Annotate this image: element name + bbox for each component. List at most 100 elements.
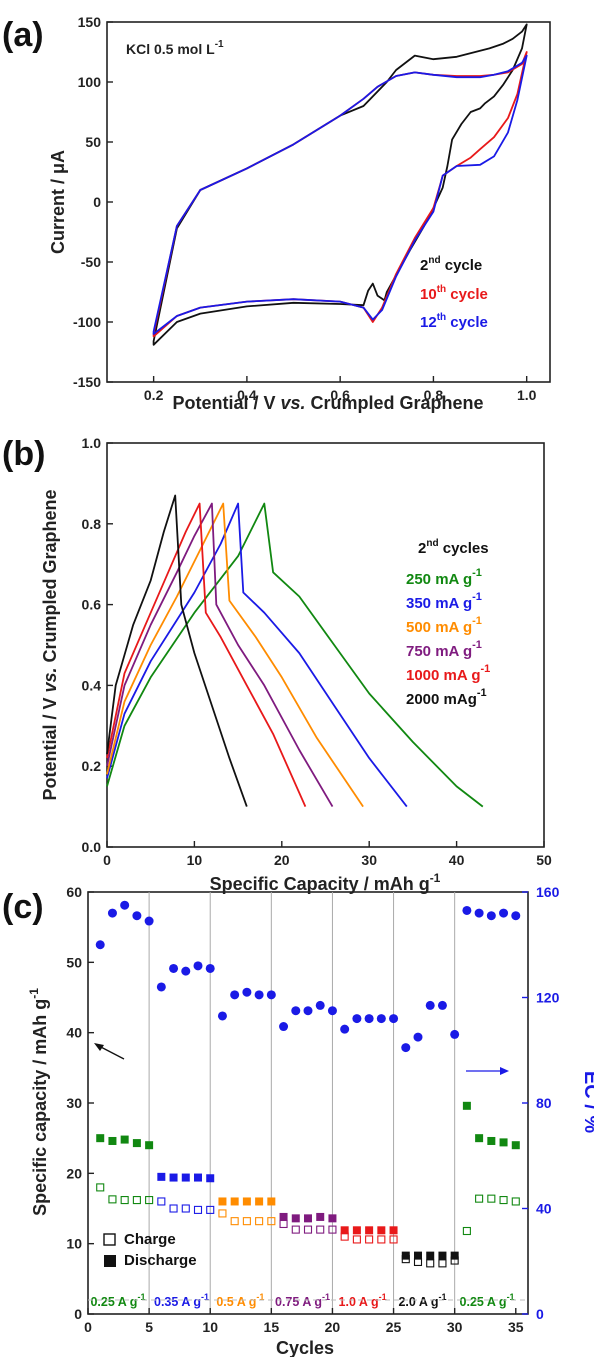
- discharge-point: [414, 1251, 422, 1260]
- ec-point: [217, 1011, 227, 1021]
- ec-point: [107, 908, 117, 918]
- x-tick-label: 0.4: [237, 387, 257, 403]
- charge-point: [108, 1195, 117, 1204]
- x-tick-label: 40: [449, 852, 465, 868]
- charge-point: [206, 1205, 215, 1214]
- ec-point: [474, 908, 484, 918]
- gcd-curve: [106, 502, 408, 808]
- y2-tick-label: 120: [536, 990, 560, 1006]
- discharge-point: [438, 1251, 447, 1260]
- charge-point: [267, 1217, 276, 1226]
- legend-entry: 12th cycle: [420, 312, 488, 331]
- ec-point: [364, 1014, 374, 1024]
- discharge-point: [218, 1197, 227, 1206]
- legend-title: 2nd cycles: [418, 538, 489, 557]
- charge-point: [145, 1196, 154, 1205]
- ec-point: [462, 905, 472, 915]
- y2-tick-label: 0: [536, 1306, 544, 1322]
- panel-b: (b) 0 10 20 30 40 50 0.0 0.2 0.4 0.6 0.8 1.0 2nd cy…: [2, 435, 552, 894]
- charge-point: [181, 1204, 190, 1213]
- discharge-point: [511, 1141, 520, 1150]
- charge-point: [157, 1197, 166, 1206]
- charge-point: [365, 1235, 374, 1244]
- x-axis-title-b: Specific Capacity / mAh g-1: [210, 871, 441, 894]
- discharge-point: [96, 1134, 105, 1143]
- x-tick-label: 20: [325, 1319, 341, 1335]
- charge-point: [499, 1196, 508, 1205]
- y-tick-label: 0.4: [82, 677, 102, 693]
- y-tick-label: 60: [66, 884, 82, 900]
- ec-point: [291, 1006, 301, 1016]
- legend-entry: 500 mA g-1: [406, 615, 482, 636]
- rate-label: 1.0 A g-1: [339, 1292, 387, 1309]
- charge-point: [426, 1259, 435, 1268]
- charge-point: [132, 1196, 141, 1205]
- plot-frame-b: [106, 442, 545, 848]
- y2-tick-label: 80: [536, 1095, 552, 1111]
- ec-point: [389, 1014, 399, 1024]
- y-tick-label: -50: [81, 254, 101, 270]
- ec-point: [425, 1000, 435, 1010]
- ec-point: [486, 911, 496, 921]
- rate-label: 0.75 A g-1: [275, 1292, 330, 1309]
- x-tick-label: 15: [264, 1319, 280, 1335]
- legend-entry: 750 mA g-1: [406, 639, 482, 660]
- discharge-point: [255, 1197, 264, 1206]
- discharge-point: [462, 1101, 471, 1110]
- discharge-point: [499, 1138, 508, 1147]
- x-tick-label: 30: [447, 1319, 463, 1335]
- gcd-curve: [106, 502, 307, 807]
- y-axis-title-a: Current / μA: [48, 150, 68, 254]
- rate-label: 0.5 A g-1: [216, 1292, 264, 1309]
- charge-point: [316, 1225, 325, 1234]
- ec-point: [327, 1006, 337, 1016]
- discharge-point: [304, 1214, 312, 1223]
- y-tick-label: 1.0: [82, 435, 102, 451]
- y-tick-label: 40: [66, 1025, 82, 1041]
- y-tick-label: 0.8: [82, 516, 102, 532]
- gcd-curve: [106, 502, 334, 808]
- discharge-point: [108, 1136, 117, 1145]
- charge-point: [462, 1226, 471, 1236]
- charge-point: [96, 1183, 105, 1192]
- y-tick-label: 50: [66, 954, 82, 970]
- y2-tick-label: 160: [536, 884, 560, 900]
- ec-point: [266, 990, 276, 1000]
- ec-point: [230, 990, 240, 1000]
- ec-point: [242, 987, 252, 997]
- x-tick-label: 1.0: [517, 387, 537, 403]
- charge-point: [255, 1217, 264, 1226]
- discharge-point: [169, 1173, 178, 1182]
- legend-entry: 2000 mAg-1: [406, 687, 487, 708]
- discharge-point: [475, 1134, 484, 1143]
- gcd-curve: [106, 502, 364, 808]
- ec-point: [303, 1006, 313, 1016]
- ec-point: [95, 940, 105, 950]
- charge-point: [401, 1255, 410, 1264]
- ec-point: [340, 1024, 350, 1034]
- legend-marker-discharge: [104, 1255, 116, 1267]
- ec-point: [279, 1022, 289, 1032]
- y-tick-label: 0: [93, 194, 101, 210]
- rate-label: 0.25 A g-1: [90, 1292, 145, 1309]
- charge-point: [352, 1235, 361, 1244]
- cv-curve-12: [152, 54, 528, 335]
- ec-point: [401, 1043, 411, 1053]
- x-tick-label: 25: [386, 1319, 402, 1335]
- annotation-kcl: KCl 0.5 mol L-1: [126, 39, 224, 57]
- y-tick-label: 150: [78, 14, 102, 30]
- ec-point: [376, 1014, 386, 1024]
- discharge-point: [340, 1226, 349, 1235]
- discharge-point: [450, 1251, 459, 1260]
- panel-label-b: (b): [2, 435, 45, 473]
- y-tick-label: 0.6: [82, 597, 102, 613]
- x-axis-title-c: Cycles: [276, 1338, 334, 1357]
- ec-point: [315, 1000, 325, 1010]
- charge-point: [218, 1209, 227, 1218]
- y2-axis-title-c: EC / %: [580, 1071, 594, 1133]
- y-tick-label: 0.0: [82, 839, 102, 855]
- discharge-point: [267, 1197, 276, 1206]
- x-axis-title-a: Potential / V vs. Crumpled Graphene: [172, 393, 483, 413]
- ec-point: [144, 916, 154, 926]
